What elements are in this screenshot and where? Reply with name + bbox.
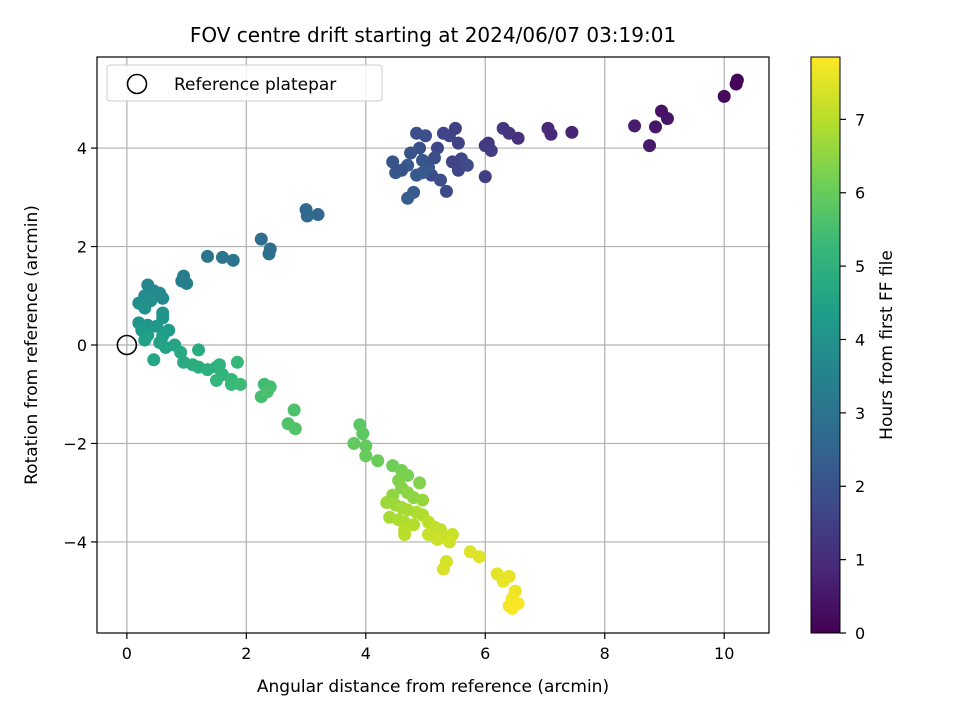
colorbar-tick-label: 5	[855, 257, 865, 276]
data-point	[544, 127, 558, 141]
data-point	[416, 166, 430, 180]
x-tick-label: 2	[241, 644, 251, 663]
data-point	[212, 358, 226, 372]
data-point	[496, 121, 510, 135]
data-point	[660, 112, 674, 126]
grid	[97, 57, 769, 633]
data-point	[287, 403, 301, 417]
y-axis-ticks: −4 −2 0 2 4	[63, 139, 97, 552]
legend: Reference platepar	[106, 64, 383, 102]
y-tick-label: 0	[77, 336, 87, 355]
colorbar-label: Hours from first FF file	[877, 250, 897, 440]
x-tick-label: 4	[361, 644, 371, 663]
data-point	[729, 77, 743, 91]
data-point	[628, 119, 642, 133]
data-point	[478, 170, 492, 184]
data-point	[410, 126, 424, 140]
data-point	[451, 163, 465, 177]
data-point	[398, 528, 412, 542]
data-point	[288, 422, 302, 436]
colorbar-tick-label: 4	[855, 330, 865, 349]
data-point	[230, 355, 244, 369]
data-point	[404, 146, 418, 160]
colorbar-tick-label: 7	[855, 110, 865, 129]
x-tick-label: 10	[714, 644, 734, 663]
data-point	[430, 141, 444, 155]
data-point	[502, 569, 516, 583]
data-point	[484, 144, 498, 158]
legend-box	[106, 64, 383, 102]
data-point	[359, 449, 373, 463]
data-point	[300, 209, 314, 223]
data-point	[643, 139, 657, 153]
colorbar-tick-label: 0	[855, 624, 865, 643]
chart-title: FOV centre drift starting at 2024/06/07 …	[190, 23, 676, 47]
data-point	[427, 151, 441, 165]
data-point	[649, 120, 663, 134]
data-point	[174, 345, 188, 359]
colorbar-tick-label: 3	[855, 404, 865, 423]
data-point	[413, 476, 427, 490]
legend-open-circle-icon	[126, 73, 148, 95]
data-point	[371, 454, 385, 468]
data-point	[138, 333, 152, 347]
data-point	[451, 136, 465, 150]
data-point	[505, 601, 519, 615]
colorbar-tick-label: 6	[855, 184, 865, 203]
data-point	[180, 276, 194, 290]
data-point	[192, 343, 206, 357]
x-axis-ticks: 0 2 4 6 8 10	[122, 633, 734, 663]
x-axis-label: Angular distance from reference (arcmin)	[257, 677, 609, 697]
data-point	[138, 301, 152, 315]
data-point	[262, 247, 276, 261]
reference-platepar-marker	[116, 334, 138, 356]
data-point	[442, 535, 456, 549]
data-point	[260, 385, 274, 399]
y-axis-label: Rotation from reference (arcmin)	[22, 205, 42, 485]
data-point	[439, 184, 453, 198]
data-point	[401, 191, 415, 205]
data-point	[433, 173, 447, 187]
data-point	[201, 249, 215, 263]
x-tick-label: 0	[122, 644, 132, 663]
colorbar-tick-label: 2	[855, 477, 865, 496]
data-point	[356, 427, 370, 441]
colorbar-gradient	[810, 56, 841, 634]
data-point	[359, 439, 373, 453]
colorbar: 0 1 2 3 4 5 6 7 Hours from first FF file	[810, 56, 897, 643]
data-point	[209, 373, 223, 387]
data-point	[156, 291, 170, 305]
data-point	[717, 89, 731, 103]
scatter-points	[132, 73, 744, 615]
data-point	[226, 253, 240, 267]
data-point	[311, 208, 325, 222]
data-point	[386, 155, 400, 169]
y-tick-label: 2	[77, 238, 87, 257]
x-tick-label: 8	[600, 644, 610, 663]
y-tick-label: 4	[77, 139, 87, 158]
data-point	[254, 232, 268, 246]
data-point	[436, 562, 450, 576]
data-point	[233, 377, 247, 391]
data-point	[147, 353, 161, 367]
data-point	[347, 436, 361, 450]
data-point	[416, 493, 430, 507]
colorbar-tick-label: 1	[855, 551, 865, 570]
data-point	[565, 125, 579, 139]
data-point	[215, 250, 229, 264]
data-point	[224, 377, 238, 391]
y-tick-label: −4	[63, 533, 87, 552]
data-point	[430, 532, 444, 546]
data-point	[472, 550, 486, 564]
x-tick-label: 6	[480, 644, 490, 663]
legend-label: Reference platepar	[174, 75, 336, 95]
data-point	[389, 166, 403, 180]
data-point	[150, 319, 164, 333]
y-tick-label: −2	[63, 434, 87, 453]
data-point	[436, 126, 450, 140]
colorbar-ticks: 0 1 2 3 4 5 6 7	[840, 110, 865, 643]
